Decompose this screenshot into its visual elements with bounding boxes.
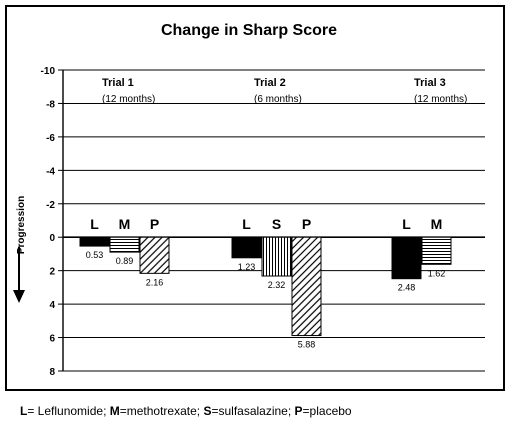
trial-title: Trial 1 bbox=[102, 77, 134, 89]
legend-footnote: L= Leflunomide; M=methotrexate; S=sulfas… bbox=[20, 404, 352, 418]
bar-value-label: 1.23 bbox=[238, 262, 256, 272]
y-tick-label: -6 bbox=[46, 133, 55, 144]
trial-subtitle: (6 months) bbox=[254, 94, 302, 105]
y-tick-label: 8 bbox=[49, 367, 55, 378]
progression-arrow-head bbox=[13, 290, 25, 303]
bar-value-label: 0.89 bbox=[116, 256, 134, 266]
y-tick-label: -4 bbox=[46, 166, 55, 177]
bar bbox=[79, 236, 110, 247]
bar bbox=[291, 236, 322, 337]
y-tick-label: 0 bbox=[49, 233, 55, 244]
chart-frame: Change in Sharp Score -10 -8 -6 -4 -2 0 2 4 6 8 Tr… bbox=[5, 5, 505, 391]
y-tick-label: -8 bbox=[46, 99, 55, 110]
bar-category-label: M bbox=[119, 216, 131, 232]
bar bbox=[231, 236, 262, 259]
footnote-abbr-p: P bbox=[294, 404, 303, 418]
progression-axis-label: Progression bbox=[13, 196, 27, 303]
footnote-abbr-s: S bbox=[203, 404, 212, 418]
footnote-text-m: =methotrexate; bbox=[119, 404, 204, 418]
trial-title: Trial 2 bbox=[254, 77, 286, 89]
footnote-abbr-m: M bbox=[109, 404, 120, 418]
footnote-text-p: =placebo bbox=[302, 404, 352, 418]
trial-subtitle: (12 months) bbox=[414, 94, 467, 105]
bar-value-label: 5.88 bbox=[298, 340, 316, 350]
bar-category-label: P bbox=[150, 216, 159, 232]
bar-category-label: L bbox=[402, 216, 411, 232]
bar bbox=[109, 236, 140, 253]
bar-value-label: 2.48 bbox=[398, 283, 416, 293]
bar-value-label: 2.32 bbox=[268, 280, 286, 290]
bar-value-label: 1.62 bbox=[428, 268, 446, 278]
trial-subtitle: (12 months) bbox=[102, 94, 155, 105]
bar bbox=[391, 236, 422, 280]
y-axis-label: Progression bbox=[16, 196, 27, 254]
bar-category-label: L bbox=[90, 216, 99, 232]
chart-title: Change in Sharp Score bbox=[161, 22, 337, 39]
bar-category-label: M bbox=[431, 216, 443, 232]
footnote-text-s: =sulfasalazine; bbox=[211, 404, 295, 418]
y-tick-label: 6 bbox=[49, 334, 55, 345]
y-tick-label: 4 bbox=[49, 300, 55, 311]
bar-value-label: 2.16 bbox=[146, 277, 164, 287]
footnote-abbr-l: L bbox=[20, 404, 28, 418]
y-tick-label: -10 bbox=[41, 66, 56, 77]
bar bbox=[421, 236, 452, 265]
bar bbox=[139, 236, 170, 274]
footnote-text-l: = Leflunomide; bbox=[27, 404, 110, 418]
bar bbox=[261, 236, 292, 277]
bar-value-label: 0.53 bbox=[86, 250, 104, 260]
trial-title: Trial 3 bbox=[414, 77, 446, 89]
chart-svg: Change in Sharp Score -10 -8 -6 -4 -2 0 2 4 6 8 Tr… bbox=[13, 22, 485, 378]
bar-category-label: S bbox=[272, 216, 281, 232]
y-tick-label: 2 bbox=[49, 267, 55, 278]
bar-category-label: P bbox=[302, 216, 311, 232]
y-tick-label: -2 bbox=[46, 200, 55, 211]
bar-category-label: L bbox=[242, 216, 251, 232]
